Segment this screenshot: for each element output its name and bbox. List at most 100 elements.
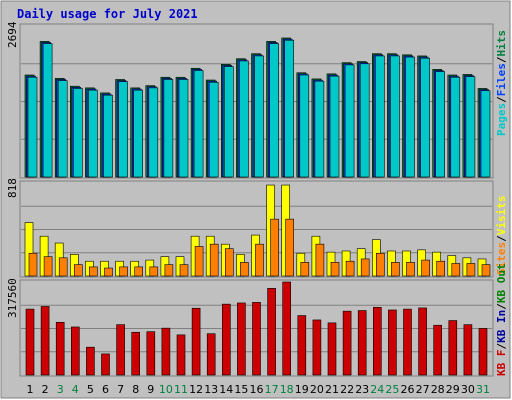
x-tick-label-6: 6 bbox=[102, 383, 109, 396]
bar-pages-day-30 bbox=[465, 76, 476, 178]
x-tick-label-17: 17 bbox=[265, 383, 279, 396]
bar-sites-day-5 bbox=[89, 266, 98, 277]
bar-kbf-day-27 bbox=[418, 307, 427, 376]
x-tick-label-15: 15 bbox=[234, 383, 248, 396]
bar-pages-day-17 bbox=[269, 43, 279, 178]
x-tick-label-3: 3 bbox=[57, 383, 64, 396]
bar-sites-day-21 bbox=[330, 262, 340, 277]
legend-sites: Sites bbox=[495, 242, 508, 275]
bar-sites-day-2 bbox=[43, 256, 53, 277]
bar-sites-day-11 bbox=[179, 264, 189, 277]
bar-kbf-day-5 bbox=[86, 346, 95, 376]
x-tick-labels: 1 2 3 4 5 6 7 8 9 10 11 12 13 14 15 16 17 18 19 20 21 22 23 24 2… bbox=[27, 383, 491, 396]
bar-kbf-day-21 bbox=[327, 322, 337, 376]
x-tick-label-26: 26 bbox=[401, 383, 415, 396]
bar-pages-day-24 bbox=[374, 55, 385, 178]
x-tick-label-21: 21 bbox=[325, 383, 339, 396]
visits-ymax-label: 818 bbox=[6, 178, 19, 198]
bar-kbf-day-3 bbox=[55, 321, 65, 376]
x-tick-label-20: 20 bbox=[310, 383, 324, 396]
bar-kbf-day-23 bbox=[357, 310, 367, 376]
bar-kbf-day-31 bbox=[478, 328, 488, 376]
bar-pages-day-4 bbox=[73, 88, 83, 178]
x-tick-label-19: 19 bbox=[295, 383, 309, 396]
bar-pages-day-6 bbox=[103, 94, 113, 178]
legend-files: Files bbox=[495, 63, 508, 96]
bar-kbf-day-12 bbox=[191, 307, 201, 376]
bar-sites-day-25 bbox=[391, 262, 400, 277]
bar-kbf-day-6 bbox=[101, 353, 110, 376]
bar-sites-day-1 bbox=[28, 252, 38, 277]
bar-pages-day-26 bbox=[405, 56, 415, 178]
x-tick-label-11: 11 bbox=[174, 383, 188, 396]
x-tick-label-5: 5 bbox=[87, 383, 94, 396]
bar-pages-day-29 bbox=[450, 76, 461, 178]
legend-visits: Visits bbox=[495, 196, 508, 236]
bar-pages-day-1 bbox=[27, 76, 38, 178]
bar-pages-day-27 bbox=[420, 57, 430, 178]
legend-sep-3: / bbox=[495, 235, 508, 242]
x-tick-label-7: 7 bbox=[117, 383, 124, 396]
legend-hits: Hits bbox=[495, 30, 508, 57]
bar-sites-day-8 bbox=[134, 266, 143, 277]
bar-pages-day-10 bbox=[163, 79, 174, 178]
bar-sites-day-24 bbox=[375, 252, 385, 277]
kbytes-legend: KB F/KB In/KB Out bbox=[495, 263, 508, 376]
bar-sites-day-27 bbox=[421, 259, 430, 277]
legend-pages: Pages bbox=[495, 103, 508, 136]
bar-kbf-day-24 bbox=[372, 307, 382, 376]
legend-kbin: KB In bbox=[495, 310, 508, 343]
bar-kbf-day-2 bbox=[40, 306, 50, 376]
x-tick-label-8: 8 bbox=[132, 383, 139, 396]
bar-sites-day-4 bbox=[74, 264, 83, 277]
x-tick-label-9: 9 bbox=[147, 383, 154, 396]
x-tick-label-27: 27 bbox=[416, 383, 430, 396]
bars-layer bbox=[24, 37, 491, 376]
bar-sites-day-22 bbox=[345, 260, 355, 277]
x-tick-label-2: 2 bbox=[42, 383, 49, 396]
bar-kbf-day-20 bbox=[312, 319, 322, 376]
bar-pages-day-18 bbox=[284, 39, 295, 178]
bar-pages-day-15 bbox=[239, 60, 249, 178]
bar-sites-day-3 bbox=[58, 257, 68, 277]
x-tick-label-25: 25 bbox=[385, 383, 399, 396]
bar-kbf-day-4 bbox=[71, 326, 80, 376]
bar-pages-day-13 bbox=[208, 81, 219, 178]
bar-sites-day-26 bbox=[406, 262, 415, 277]
x-tick-label-18: 18 bbox=[280, 383, 294, 396]
bar-sites-day-10 bbox=[164, 264, 174, 277]
bar-pages-day-22 bbox=[344, 64, 355, 178]
bar-kbf-day-9 bbox=[146, 331, 156, 376]
x-tick-label-1: 1 bbox=[27, 383, 34, 396]
bar-kbf-day-11 bbox=[176, 334, 186, 376]
hits-legend: Pages/Files/Hits bbox=[495, 30, 508, 136]
bar-pages-day-9 bbox=[148, 87, 159, 178]
bar-sites-day-7 bbox=[119, 266, 128, 277]
legend-sep-1: / bbox=[495, 96, 508, 103]
bar-kbf-day-16 bbox=[252, 302, 261, 376]
bar-kbf-day-28 bbox=[433, 324, 443, 376]
bar-pages-day-2 bbox=[42, 43, 53, 178]
bar-kbf-day-13 bbox=[206, 333, 216, 376]
x-tick-label-13: 13 bbox=[204, 383, 218, 396]
bar-pages-day-7 bbox=[118, 81, 128, 178]
bar-pages-day-12 bbox=[193, 70, 204, 178]
bar-kbf-day-22 bbox=[342, 310, 352, 376]
visits-legend: Sites/Visits bbox=[495, 196, 508, 276]
x-tick-label-30: 30 bbox=[461, 383, 475, 396]
bar-sites-day-12 bbox=[194, 246, 204, 277]
bar-sites-day-15 bbox=[240, 262, 249, 277]
bar-pages-day-14 bbox=[224, 66, 234, 178]
bar-kbf-day-18 bbox=[282, 281, 292, 376]
bar-kbf-day-8 bbox=[131, 331, 140, 376]
legend-sep-4: / bbox=[495, 343, 508, 350]
bar-sites-day-23 bbox=[360, 258, 370, 277]
bar-sites-day-16 bbox=[255, 243, 264, 277]
legend-sep-5: / bbox=[495, 303, 508, 310]
bar-sites-day-20 bbox=[315, 243, 325, 277]
bar-kbf-day-25 bbox=[388, 309, 397, 376]
x-tick-label-4: 4 bbox=[72, 383, 79, 396]
x-tick-label-14: 14 bbox=[219, 383, 233, 396]
